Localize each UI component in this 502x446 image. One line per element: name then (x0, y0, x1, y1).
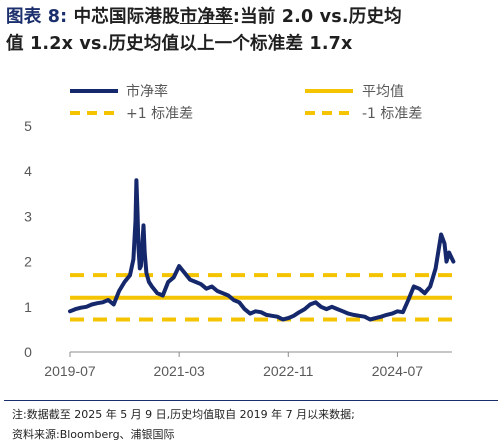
source-note: 资料来源:Bloomberg、浦银国际 (12, 428, 175, 441)
y-tick-label: 3 (24, 208, 32, 224)
title-line1-pre: 中芯国际港股 (73, 7, 180, 27)
x-tick-label: 2024-07 (372, 363, 424, 379)
footer-divider (4, 400, 498, 401)
title-keyword: 市净率 (179, 7, 233, 27)
pb-chart: 市净率 平均值 +1 标准差 -1 标准差 0 1 2 3 4 5 2019-07 2021-03… (24, 83, 456, 379)
y-tick-label: 2 (24, 254, 32, 270)
figure-label: 图表 8: (6, 7, 68, 27)
y-tick-label: 5 (24, 118, 32, 134)
y-tick-label: 1 (24, 299, 32, 315)
legend-mean-label: 平均值 (362, 84, 404, 100)
pb-series-line (68, 178, 456, 322)
pb-series (68, 178, 456, 322)
legend-pb-label: 市净率 (126, 83, 168, 100)
chart-legend: 市净率 平均值 +1 标准差 -1 标准差 (70, 83, 422, 122)
chart-title: 图表 8: 中芯国际港股市净率:当前 2.0 vs.历史均 值 1.2x vs.… (6, 4, 498, 58)
x-tick-label: 2021-03 (153, 363, 205, 379)
reference-lines (70, 273, 452, 322)
title-line2: 值 1.2x vs.历史均值以上一个标准差 1.7x (6, 34, 353, 54)
title-line1-post: :当前 2.0 vs.历史均 (232, 7, 402, 27)
x-tick-label: 2019-07 (44, 363, 96, 379)
y-axis: 0 1 2 3 4 5 (24, 118, 32, 360)
y-tick-label: 0 (24, 344, 32, 360)
footnote: 注:数据截至 2025 年 5 月 9 日,历史均值取自 2019 年 7 月以… (12, 408, 355, 421)
legend-plus-std-label: +1 标准差 (126, 106, 193, 122)
x-axis: 2019-07 2021-03 2022-11 2024-07 (44, 351, 452, 379)
x-tick-label: 2022-11 (263, 363, 314, 379)
legend-minus-std-label: -1 标准差 (362, 106, 422, 122)
y-tick-label: 4 (24, 163, 32, 179)
